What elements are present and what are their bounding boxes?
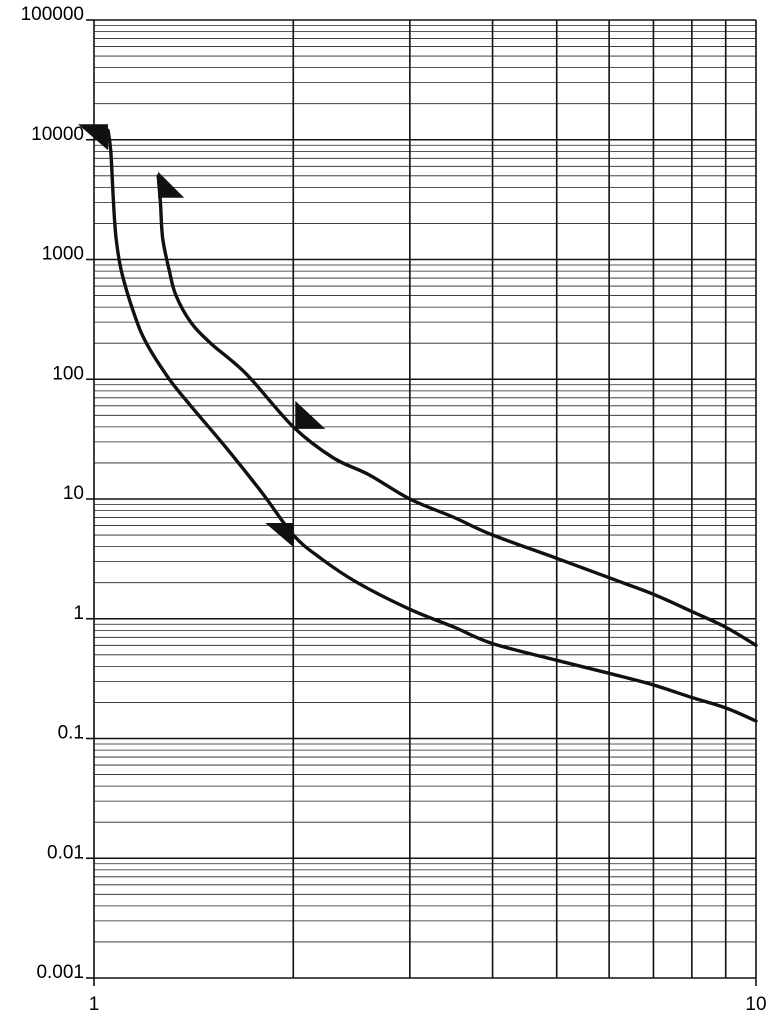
curve-1-top-marker (78, 124, 109, 151)
y-tick-label: 0.01 (47, 842, 84, 863)
y-tick-labels: 100000 10000 1000 100 10 1 0.1 0.01 0.001 (21, 4, 84, 983)
x-tick-labels: 1 10 (89, 994, 767, 1015)
grid (86, 19, 757, 986)
curve-end-markers (78, 124, 326, 548)
x-tick-label: 1 (89, 994, 100, 1015)
y-tick-label: 100000 (21, 4, 84, 25)
curve-2-top-marker (158, 171, 185, 198)
curve-2-mid-marker (295, 400, 326, 429)
y-tick-label: 1000 (42, 244, 84, 265)
x-tick-label: 10 (745, 994, 766, 1015)
curve-1-mid-marker (265, 523, 294, 548)
series-line-2 (156, 174, 758, 647)
y-tick-label: 10000 (31, 124, 84, 145)
y-tick-label: 10 (63, 483, 84, 504)
y-tick-label: 0.1 (58, 723, 84, 744)
y-tick-label: 0.001 (36, 962, 84, 983)
y-tick-label: 1 (73, 603, 84, 624)
y-tick-label: 100 (52, 363, 84, 384)
series-line-1 (106, 128, 758, 723)
series-curves (106, 128, 758, 723)
